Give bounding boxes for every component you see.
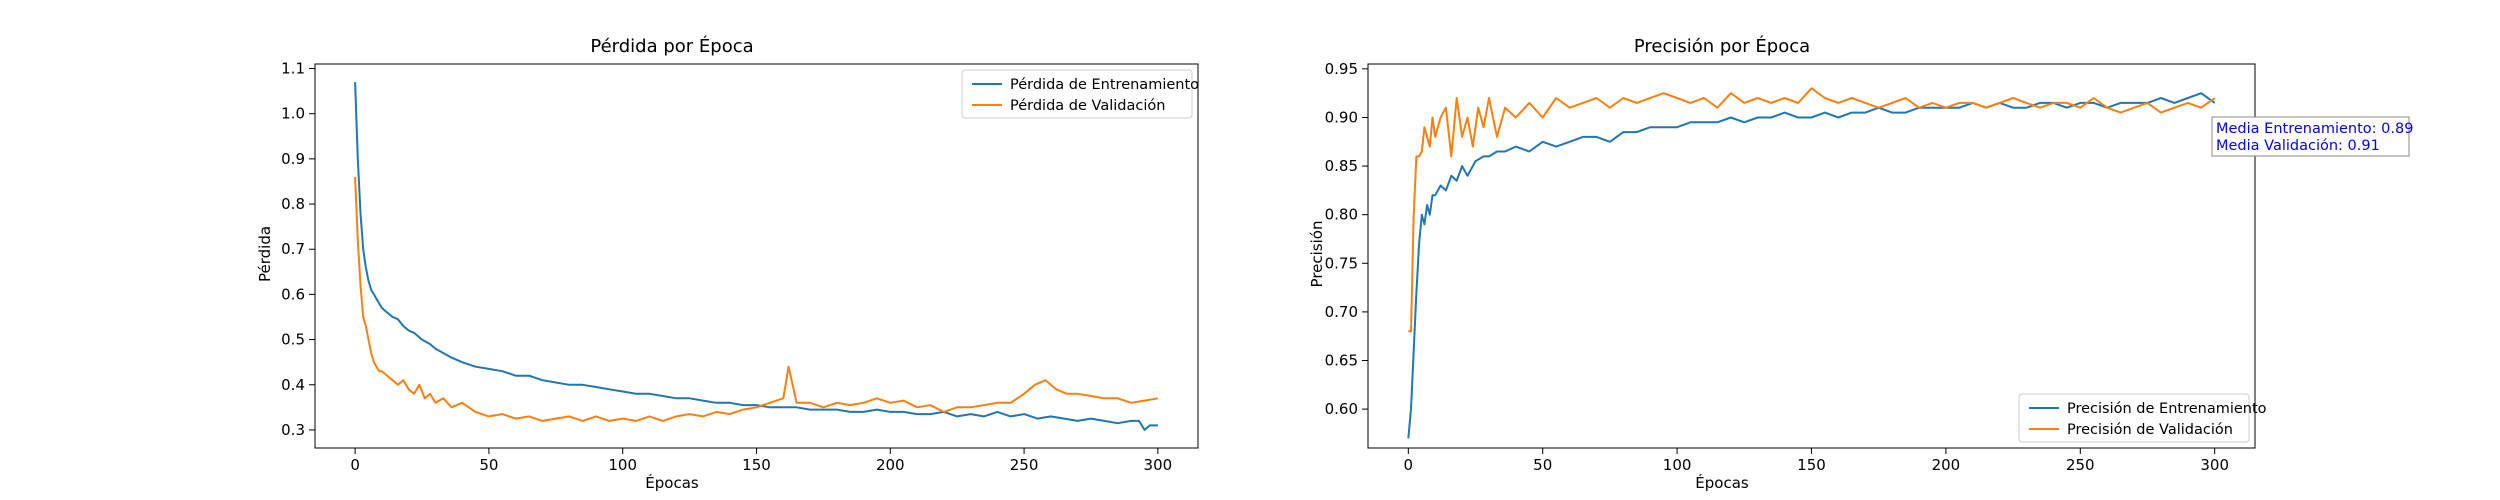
series-layer xyxy=(1407,87,2216,439)
y-tick-label: 0.9 xyxy=(281,150,305,168)
x-tick-label: 200 xyxy=(876,456,905,474)
x-tick-label: 100 xyxy=(1663,456,1692,474)
x-tick-label: 250 xyxy=(1010,456,1039,474)
x-tick-label: 150 xyxy=(1797,456,1826,474)
y-tick-label: 0.5 xyxy=(281,331,305,349)
y-ticks: 0.3 0.4 0.5 0.6 0.7 0.8 0.9 1.0 1.1 xyxy=(281,60,315,439)
legend-label: Precisión de Entrenamiento xyxy=(2067,401,2267,417)
x-tick-label: 150 xyxy=(742,456,771,474)
legend-box xyxy=(961,69,1193,119)
y-tick-label: 0.90 xyxy=(1325,108,1358,126)
stats-annotation: Media Entrenamiento: 0.89 Media Validaci… xyxy=(2211,116,2413,157)
series-layer xyxy=(354,82,1159,431)
x-tick-label: 250 xyxy=(2066,456,2095,474)
plot-frame xyxy=(1367,63,2256,449)
series-line-1 xyxy=(1408,87,2216,333)
y-tick-label: 0.60 xyxy=(1325,400,1358,418)
series-line-0 xyxy=(354,82,1158,431)
y-tick-label: 0.3 xyxy=(281,421,305,439)
y-tick-label: 0.75 xyxy=(1325,254,1358,272)
y-tick-label: 0.95 xyxy=(1325,60,1358,78)
legend-box xyxy=(2018,393,2250,443)
legend: Precisión de Entrenamiento Precisión de V… xyxy=(2018,393,2267,443)
chart-title: Pérdida por Época xyxy=(590,35,753,57)
y-tick-label: 1.1 xyxy=(281,60,305,78)
y-tick-label: 0.65 xyxy=(1325,352,1358,370)
x-axis-label: Épocas xyxy=(645,473,699,492)
x-tick-label: 100 xyxy=(608,456,637,474)
y-ticks: 0.60 0.65 0.70 0.75 0.80 0.85 0.90 0.95 xyxy=(1325,60,1368,418)
y-tick-label: 0.4 xyxy=(281,376,305,394)
loss-chart: Pérdida por Época Épocas Pérdida 0.30.40… xyxy=(256,35,1199,492)
y-tick-label: 0.70 xyxy=(1325,303,1358,321)
x-tick-label: 50 xyxy=(1533,456,1552,474)
series-line-1 xyxy=(354,176,1159,422)
y-tick-label: 0.6 xyxy=(281,285,305,303)
chart-title: Precisión por Época xyxy=(1634,35,1810,57)
legend-label: Precisión de Validación xyxy=(2067,422,2233,438)
annotation-box xyxy=(2211,116,2410,157)
x-ticks: 0 50 100 150 200 250 300 xyxy=(1404,448,2229,474)
legend-label: Pérdida de Entrenamiento xyxy=(1010,77,1199,93)
accuracy-chart: Precisión por Época Épocas Precisión 0.6… xyxy=(1308,35,2413,492)
x-tick-label: 0 xyxy=(1404,456,1414,474)
x-axis-label: Épocas xyxy=(1695,473,1749,492)
annotation-line-train: Media Entrenamiento: 0.89 xyxy=(2216,121,2413,137)
y-axis-label: Precisión xyxy=(1308,221,1326,288)
series-line-0 xyxy=(1407,92,2216,439)
legend-label: Pérdida de Validación xyxy=(1010,98,1165,114)
legend: Pérdida de Entrenamiento Pérdida de Valid… xyxy=(961,69,1199,119)
annotation-line-val: Media Validación: 0.91 xyxy=(2216,138,2380,154)
y-tick-label: 0.7 xyxy=(281,240,305,258)
y-tick-label: 0.85 xyxy=(1325,157,1358,175)
y-tick-label: 0.80 xyxy=(1325,206,1358,224)
plot-frame xyxy=(314,63,1199,449)
x-tick-label: 0 xyxy=(350,456,360,474)
x-tick-label: 50 xyxy=(479,456,498,474)
y-tick-label: 1.0 xyxy=(281,105,305,123)
x-tick-label: 300 xyxy=(1144,456,1173,474)
x-tick-label: 300 xyxy=(2200,456,2229,474)
x-tick-label: 200 xyxy=(1932,456,1961,474)
y-axis-label: Pérdida xyxy=(256,226,274,282)
y-tick-label: 0.8 xyxy=(281,195,305,213)
x-ticks: 0 50 100 150 200 250 300 xyxy=(350,448,1172,474)
